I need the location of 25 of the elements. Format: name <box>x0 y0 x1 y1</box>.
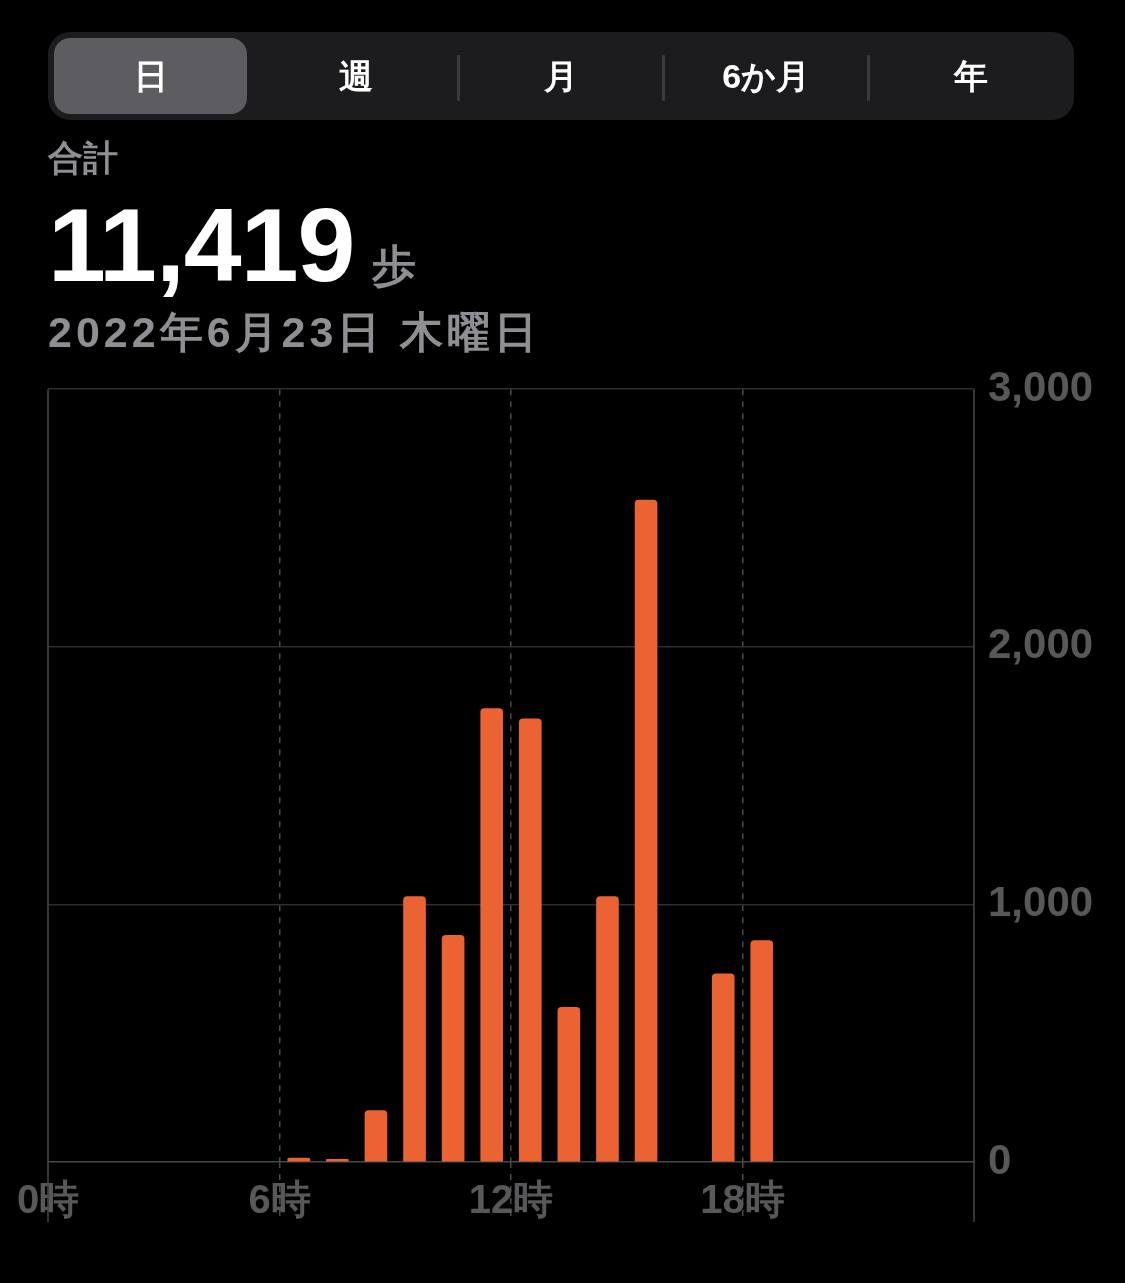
chart-title: 11,419 歩 <box>48 187 417 303</box>
bar <box>480 708 504 1162</box>
x-tick-label: 6時 <box>248 1177 311 1222</box>
x-tick-label: 0時 <box>16 1177 80 1222</box>
text: 合計 <box>48 138 118 177</box>
x-tick-label: 12時 <box>468 1177 554 1222</box>
bar <box>750 940 774 1162</box>
bar <box>596 896 619 1162</box>
bar <box>403 896 426 1162</box>
x-tick-label: 18時 <box>700 1177 785 1222</box>
bar <box>557 1007 581 1162</box>
bar <box>711 973 735 1162</box>
y-tick-label: 1,000 <box>988 877 1094 925</box>
bar <box>364 1110 388 1162</box>
y-tick-label: 2,000 <box>988 620 1094 668</box>
segmented-control: 日 週 月 6か月 年 <box>48 32 1074 120</box>
bar <box>287 1157 311 1162</box>
y-tick-label: 3,000 <box>988 362 1094 410</box>
y-tick-label: 0 <box>988 1135 1012 1183</box>
bar <box>518 718 542 1162</box>
selected-tab: 日 <box>54 38 248 114</box>
bar <box>441 934 465 1162</box>
chart-subtitle: 2022年6月23日 木曜日 <box>48 308 542 356</box>
bar <box>326 1159 349 1162</box>
bar <box>634 499 658 1162</box>
